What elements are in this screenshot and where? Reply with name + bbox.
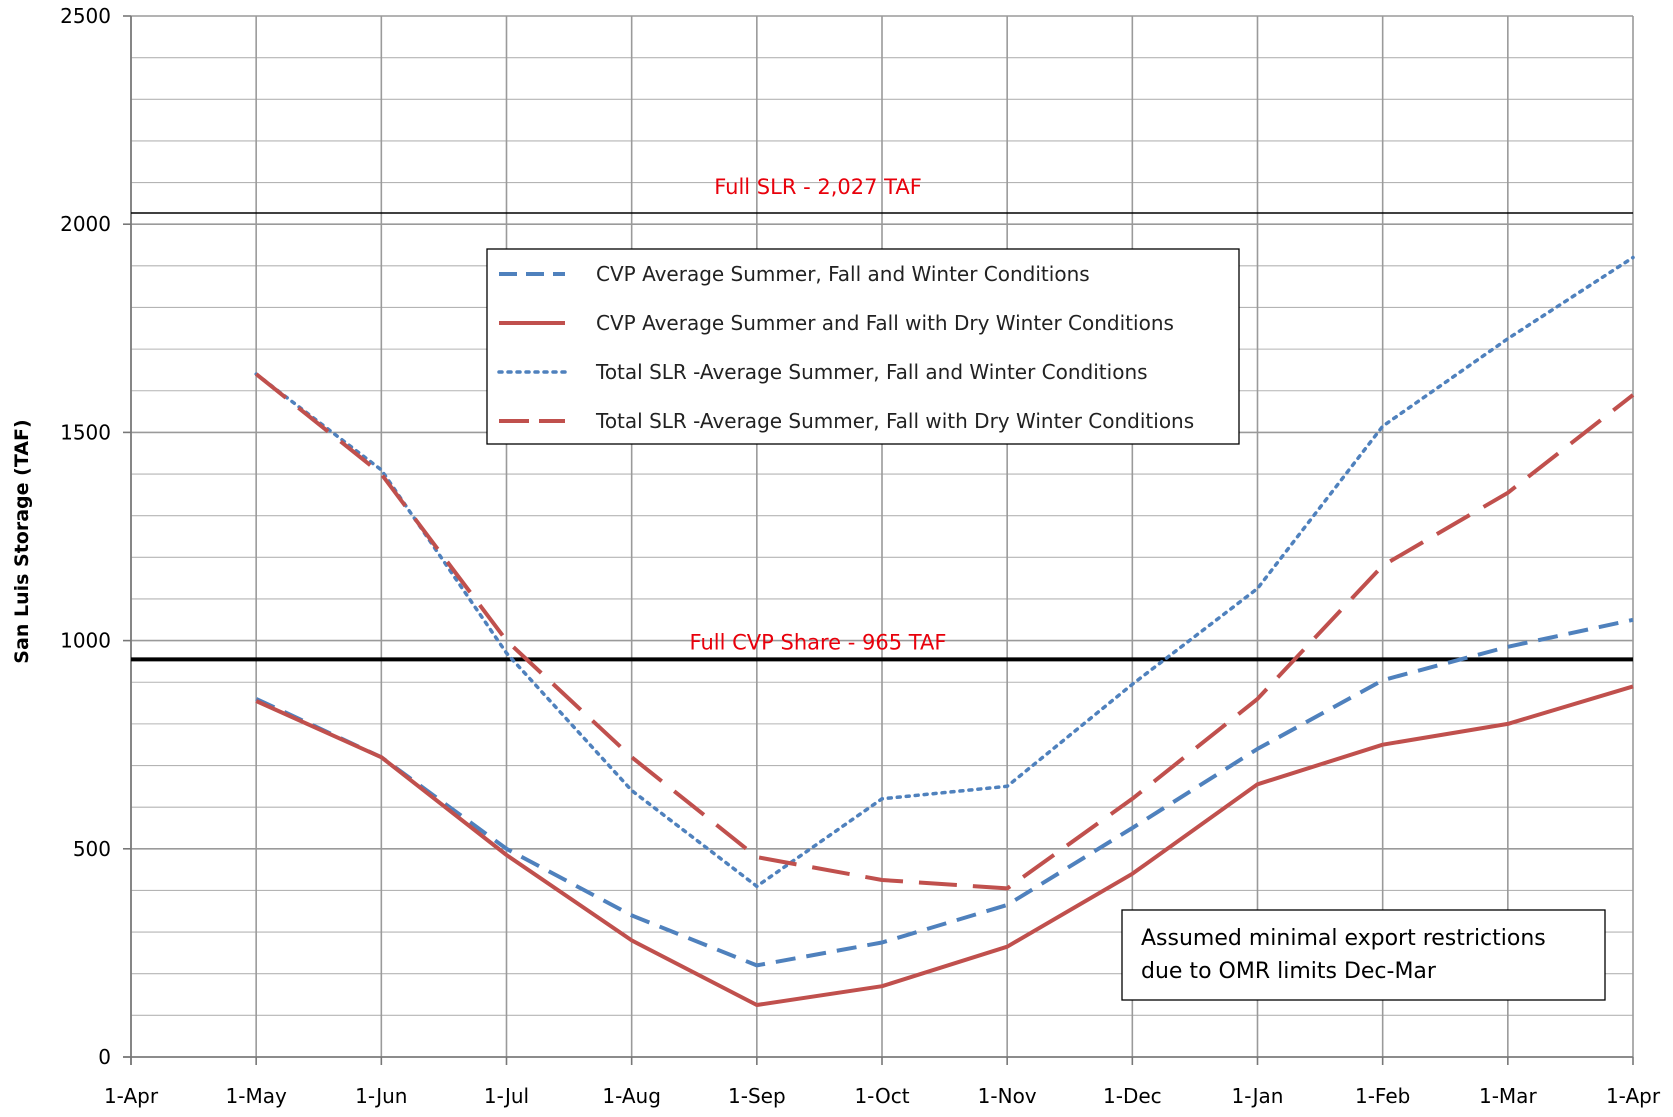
x-tick-label: 1-Feb	[1355, 1084, 1410, 1108]
grid	[130, 15, 1634, 1058]
note-box: Assumed minimal export restrictions due …	[1121, 909, 1606, 1001]
series-line	[255, 617, 1634, 968]
x-tick-label: 1-May	[226, 1084, 287, 1108]
y-tick-label: 0	[98, 1045, 111, 1069]
x-tick-label: 1-Oct	[854, 1084, 909, 1108]
legend-label: CVP Average Summer, Fall and Winter Cond…	[596, 262, 1090, 286]
legend-frame	[486, 248, 1240, 445]
note-frame	[1121, 909, 1606, 1001]
legend-label: Total SLR -Average Summer, Fall with Dry…	[595, 409, 1194, 433]
x-tick-label: 1-Mar	[1479, 1084, 1537, 1108]
series-line	[254, 255, 1635, 889]
series-line	[255, 684, 1634, 1007]
legend: CVP Average Summer, Fall and Winter Cond…	[486, 248, 1240, 445]
y-tick-label: 2000	[60, 212, 111, 236]
note-line-1: Assumed minimal export restrictions	[1141, 926, 1546, 951]
reference-lines: Full SLR - 2,027 TAF Full CVP Share - 965…	[131, 175, 1633, 662]
y-tick-label: 2500	[60, 4, 111, 28]
series-line	[254, 372, 1635, 891]
reference-line-label: Full CVP Share - 965 TAF	[690, 630, 947, 654]
y-axis-label: San Luis Storage (TAF)	[11, 419, 33, 663]
x-tick-label: 1-Jun	[355, 1084, 407, 1108]
y-tick-label: 1000	[60, 629, 111, 653]
series-lines	[254, 255, 1635, 1007]
y-tick-label: 500	[73, 837, 111, 861]
x-tick-label: 1-Jan	[1232, 1084, 1284, 1108]
x-tick-label: 1-Aug	[602, 1084, 661, 1108]
x-tick-label: 1-Nov	[978, 1084, 1037, 1108]
x-tick-label: 1-Sep	[728, 1084, 786, 1108]
x-tick-label: 1-Apr	[104, 1084, 159, 1108]
y-tick-label: 1500	[60, 420, 111, 444]
reference-line-label: Full SLR - 2,027 TAF	[714, 175, 922, 199]
legend-label: CVP Average Summer and Fall with Dry Win…	[596, 311, 1174, 335]
axes: 0 500 1000 1500 2000 2500 1-Apr 1-May 1-Jun 1-Jul…	[11, 4, 1661, 1108]
x-tick-label: 1-Apr	[1606, 1084, 1661, 1108]
x-tick-label: 1-Jul	[484, 1084, 529, 1108]
x-tick-label: 1-Dec	[1103, 1084, 1162, 1108]
legend-label: Total SLR -Average Summer, Fall and Wint…	[595, 360, 1148, 384]
note-line-2: due to OMR limits Dec-Mar	[1141, 959, 1437, 984]
